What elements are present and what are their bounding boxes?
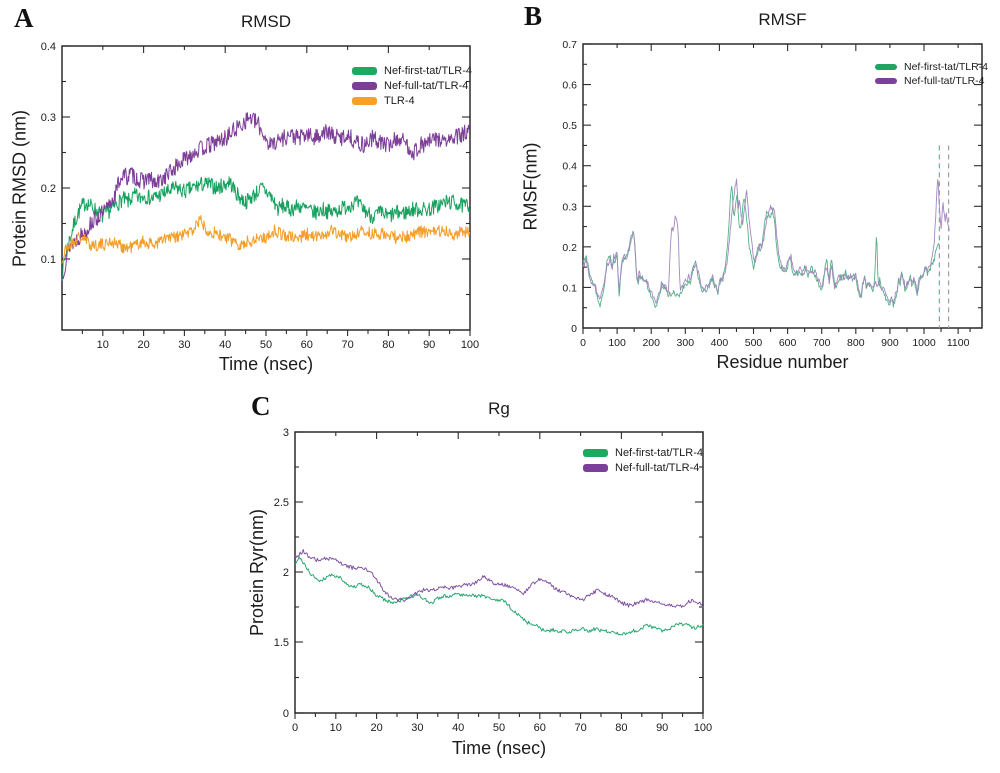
- rmsd-xaxis-label: Time (nsec): [218, 354, 314, 374]
- svg-text:90: 90: [656, 722, 668, 734]
- svg-text:0: 0: [283, 708, 289, 720]
- svg-text:0.4: 0.4: [562, 161, 577, 173]
- legend-swatch-nef-first-tat: [583, 448, 608, 457]
- svg-text:0.4: 0.4: [41, 41, 56, 53]
- svg-text:0.5: 0.5: [562, 120, 577, 132]
- rmsd-title: RMSD: [240, 12, 292, 31]
- rg-xaxis-label: Time (nsec): [451, 738, 547, 758]
- svg-text:3: 3: [283, 427, 289, 439]
- svg-text:400: 400: [711, 337, 729, 349]
- svg-text:1000: 1000: [912, 337, 936, 349]
- svg-text:2.5: 2.5: [274, 497, 289, 509]
- svg-text:1100: 1100: [947, 337, 970, 349]
- svg-text:0.2: 0.2: [562, 242, 577, 254]
- svg-text:0.6: 0.6: [562, 80, 577, 92]
- legend-item: Nef-first-tat/TLR-4: [352, 63, 472, 78]
- svg-text:0: 0: [580, 337, 586, 349]
- svg-text:900: 900: [881, 337, 899, 349]
- svg-text:10: 10: [330, 722, 342, 734]
- legend-label: Nef-first-tat/TLR-4: [384, 64, 473, 77]
- svg-text:100: 100: [461, 339, 479, 351]
- svg-text:40: 40: [452, 722, 464, 734]
- svg-text:0.3: 0.3: [41, 112, 56, 124]
- legend-swatch-nef-full-tat: [583, 463, 608, 472]
- svg-text:90: 90: [423, 339, 435, 351]
- rg-title: Rg: [488, 399, 510, 418]
- svg-text:0: 0: [571, 323, 577, 335]
- svg-text:0.1: 0.1: [562, 282, 577, 294]
- legend-swatch-nef-full-tat: [875, 78, 897, 84]
- rg-plot-area: 0 10 20 30 40 50 60 70 80 90 100 0 1.5 2 2.5 3: [274, 427, 712, 734]
- legend-label: Nef-full-tat/TLR-4: [904, 75, 985, 87]
- rmsd-legend: Nef-first-tat/TLR-4 Nef-full-tat/TLR-4 T…: [352, 63, 472, 108]
- svg-text:0.2: 0.2: [41, 183, 56, 195]
- legend-item: Nef-first-tat/TLR-4: [875, 60, 988, 74]
- svg-text:50: 50: [493, 722, 505, 734]
- svg-text:30: 30: [178, 339, 190, 351]
- legend-label: Nef-full-tat/TLR-4: [615, 461, 700, 474]
- rmsf-title: RMSF: [758, 10, 807, 29]
- svg-text:100: 100: [694, 722, 712, 734]
- legend-swatch-nef-full-tat: [352, 81, 377, 90]
- legend-label: Nef-full-tat/TLR-4: [384, 79, 469, 92]
- svg-text:60: 60: [534, 722, 546, 734]
- rg-yaxis-label: Protein Ryr(nm): [247, 508, 267, 637]
- svg-text:100: 100: [608, 337, 626, 349]
- svg-text:600: 600: [779, 337, 797, 349]
- rmsd-yaxis-label: Protein RMSD (nm): [9, 109, 30, 268]
- svg-text:20: 20: [137, 339, 149, 351]
- svg-text:0.3: 0.3: [562, 201, 577, 213]
- svg-text:0.1: 0.1: [41, 254, 56, 266]
- svg-text:10: 10: [97, 339, 109, 351]
- legend-item: Nef-full-tat/TLR-4: [875, 74, 988, 88]
- svg-text:70: 70: [341, 339, 353, 351]
- svg-text:60: 60: [301, 339, 313, 351]
- svg-text:30: 30: [411, 722, 423, 734]
- rg-legend: Nef-first-tat/TLR-4 Nef-full-tat/TLR-4: [583, 445, 703, 475]
- svg-text:200: 200: [642, 337, 660, 349]
- rmsf-xaxis-label: Residue number: [716, 352, 849, 372]
- legend-swatch-tlr4: [352, 96, 377, 105]
- panel-letter-a: A: [14, 3, 34, 33]
- panel-letter-b: B: [524, 1, 543, 31]
- svg-text:80: 80: [615, 722, 627, 734]
- rmsd-plot-area: 10 20 30 40 50 60 70 80 90 100 0.1 0.2 0.3 0.4: [41, 41, 479, 351]
- svg-text:0: 0: [292, 722, 298, 734]
- legend-item: Nef-full-tat/TLR-4: [352, 78, 472, 93]
- svg-text:2: 2: [283, 567, 289, 579]
- legend-swatch-nef-first-tat: [875, 64, 897, 70]
- svg-text:0.7: 0.7: [562, 39, 577, 51]
- svg-text:50: 50: [260, 339, 272, 351]
- legend-item: TLR-4: [352, 93, 472, 108]
- svg-text:1.5: 1.5: [274, 637, 289, 649]
- rmsf-yaxis-label: RMSF(nm): [520, 142, 541, 231]
- rmsf-legend: Nef-first-tat/TLR-4 Nef-full-tat/TLR-4: [875, 60, 988, 88]
- svg-text:40: 40: [219, 339, 231, 351]
- svg-text:300: 300: [677, 337, 695, 349]
- svg-text:70: 70: [574, 722, 586, 734]
- legend-label: Nef-first-tat/TLR-4: [615, 446, 704, 459]
- svg-text:80: 80: [382, 339, 394, 351]
- panel-letter-c: C: [251, 391, 271, 421]
- legend-label: TLR-4: [384, 94, 415, 107]
- rmsf-plot-area: 0 100 200 300 400 500 600 700 800 900 1000 1100 0 0.1…: [562, 39, 983, 349]
- svg-text:500: 500: [745, 337, 763, 349]
- svg-text:800: 800: [847, 337, 865, 349]
- legend-swatch-nef-first-tat: [352, 66, 377, 75]
- legend-item: Nef-first-tat/TLR-4: [583, 445, 703, 460]
- legend-label: Nef-first-tat/TLR-4: [904, 61, 989, 73]
- legend-item: Nef-full-tat/TLR-4: [583, 460, 703, 475]
- svg-text:20: 20: [370, 722, 382, 734]
- svg-text:700: 700: [813, 337, 831, 349]
